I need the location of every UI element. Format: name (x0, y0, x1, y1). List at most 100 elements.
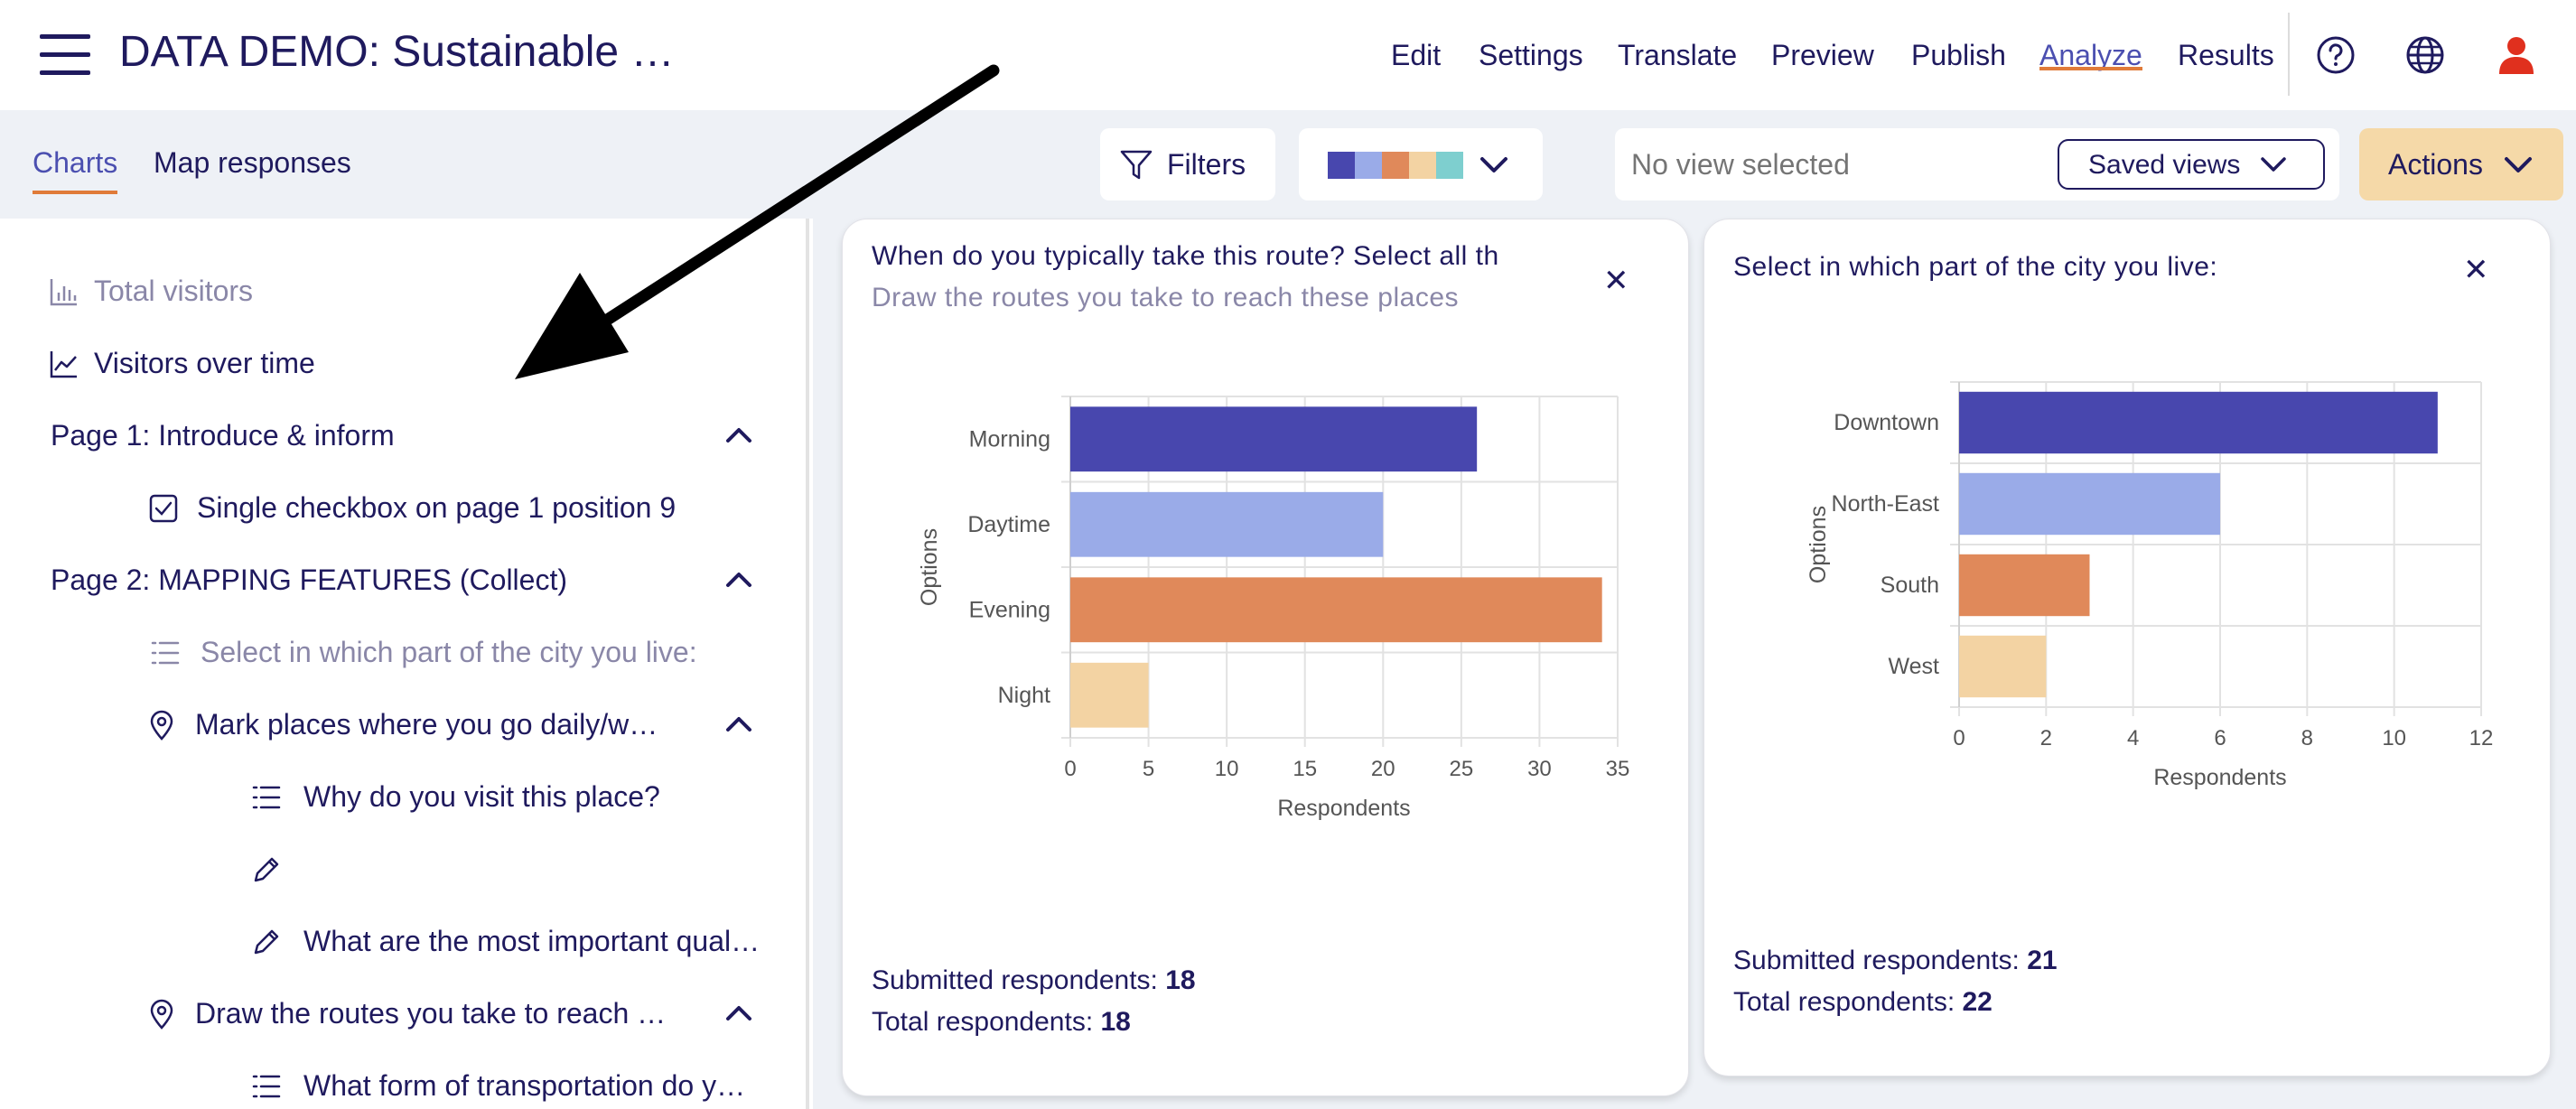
sidebar-item-draw-routes[interactable]: Draw the routes you take to reach … (195, 997, 667, 1030)
bar-chart: 0 2 4 6 8 10 12 Downtown North-East South West Resp… (1704, 337, 2552, 897)
total-value: 18 (1100, 1007, 1131, 1037)
card-title: When do you typically take this route? S… (872, 241, 1499, 271)
total-label: Total respondents: (1733, 987, 1955, 1017)
tab-map-responses[interactable]: Map responses (154, 146, 351, 179)
x-tick-label: 12 (2469, 726, 2494, 750)
saved-views-button[interactable]: Saved views (2058, 139, 2325, 190)
sidebar-page-2[interactable]: Page 2: MAPPING FEATURES (Collect) (51, 564, 567, 596)
submitted-label: Submitted respondents: (1733, 946, 2020, 975)
user-avatar-icon[interactable] (2494, 33, 2539, 78)
charts-area: When do you typically take this route? S… (515, 64, 2576, 1109)
help-icon[interactable] (2313, 33, 2358, 78)
x-axis-label: Respondents (2153, 765, 2286, 790)
x-tick-label: 5 (1143, 757, 1154, 781)
sidebar-item-single-checkbox[interactable]: Single checkbox on page 1 position 9 (197, 491, 677, 524)
bar (1959, 554, 2090, 617)
bar (1070, 406, 1478, 472)
list-icon (252, 1075, 281, 1098)
submitted-respondents: Submitted respondents: 18 (872, 965, 1196, 996)
question-sidebar: Total visitors Visitors over time Page 1… (0, 219, 809, 1109)
card-title: Select in which part of the city you liv… (1733, 252, 2218, 282)
x-axis-label: Respondents (1277, 796, 1410, 821)
list-icon (151, 641, 180, 665)
chevron-down-icon (2505, 157, 2532, 172)
nav-edit[interactable]: Edit (1391, 39, 1442, 71)
analyze-toolbar: Charts Map responses Filters Saved views… (0, 110, 2576, 219)
chevron-down-icon (2261, 157, 2286, 172)
close-card-button[interactable]: ✕ (2463, 253, 2489, 287)
chart-card: When do you typically take this route? S… (842, 219, 1689, 1096)
nav-settings[interactable]: Settings (1479, 39, 1583, 71)
view-input[interactable] (1631, 148, 2011, 182)
actions-label: Actions (2388, 148, 2483, 181)
sidebar-item-total-visitors[interactable]: Total visitors (94, 275, 254, 307)
map-pin-icon (150, 710, 173, 741)
bar-chart-icon (50, 279, 77, 306)
sidebar-item-city-part[interactable]: Select in which part of the city you liv… (201, 636, 697, 668)
sidebar-page-1[interactable]: Page 1: Introduce & inform (51, 419, 395, 452)
y-axis-label: Options (1806, 506, 1831, 583)
project-title: DATA DEMO: Sustainable … (119, 28, 675, 76)
annotation-arrow-icon (515, 64, 1000, 379)
chart-svg: 0 2 4 6 8 10 12 Downtown North-East South West Resp… (1806, 381, 2494, 790)
saved-views-label: Saved views (2088, 150, 2241, 180)
category-label: Night (998, 683, 1050, 708)
chevron-up-icon[interactable] (723, 569, 755, 591)
view-selector: Saved views (1615, 128, 2339, 200)
x-tick-label: 6 (2214, 726, 2226, 750)
nav-translate[interactable]: Translate (1618, 39, 1738, 71)
sidebar-item-important-qualities[interactable]: What are the most important qual… (303, 925, 761, 957)
chart-svg: 0 5 10 15 20 25 30 35 Morning Daytime Evening Night… (917, 396, 1630, 821)
x-tick-label: 0 (1064, 757, 1076, 781)
category-label: Morning (969, 426, 1050, 452)
pencil-icon (254, 929, 279, 955)
sidebar-item-mark-places[interactable]: Mark places where you go daily/w… (195, 708, 658, 741)
bar (1959, 391, 2438, 454)
x-tick-label: 10 (2382, 726, 2406, 750)
category-label: Downtown (1834, 410, 1939, 435)
menu-icon[interactable] (40, 34, 90, 76)
chevron-up-icon[interactable] (723, 424, 755, 446)
bar (1070, 577, 1602, 643)
x-tick-label: 20 (1371, 757, 1395, 781)
nav-results[interactable]: Results (2178, 39, 2274, 71)
total-label: Total respondents: (872, 1007, 1094, 1037)
actions-button[interactable]: Actions (2359, 128, 2563, 200)
sidebar-item-why-visit[interactable]: Why do you visit this place? (303, 780, 660, 813)
chevron-down-icon (1480, 157, 1507, 172)
x-tick-label: 10 (1215, 757, 1239, 781)
checkbox-icon (149, 494, 178, 523)
chart-card: Select in which part of the city you liv… (1703, 219, 2551, 1076)
x-tick-label: 15 (1293, 757, 1317, 781)
chevron-up-icon[interactable] (723, 713, 755, 735)
y-axis-label: Options (917, 528, 942, 606)
globe-icon[interactable] (2403, 33, 2448, 78)
category-label: North-East (1832, 491, 1940, 517)
palette-swatch (1436, 152, 1463, 179)
color-palette-selector[interactable] (1299, 128, 1543, 200)
close-card-button[interactable]: ✕ (1603, 264, 1629, 298)
nav-publish[interactable]: Publish (1911, 39, 2006, 71)
category-label: West (1889, 654, 1940, 679)
pencil-icon[interactable] (251, 854, 282, 885)
sidebar-item-visitors-over-time[interactable]: Visitors over time (94, 347, 315, 379)
x-tick-label: 0 (1953, 726, 1965, 750)
total-respondents: Total respondents: 18 (872, 1007, 1131, 1038)
palette-swatch (1409, 152, 1436, 179)
submitted-value: 18 (1165, 965, 1196, 995)
filters-label: Filters (1167, 148, 1246, 181)
x-tick-label: 30 (1527, 757, 1552, 781)
x-tick-label: 35 (1606, 757, 1630, 781)
submitted-value: 21 (2027, 946, 2058, 975)
chevron-up-icon[interactable] (723, 1002, 755, 1024)
submitted-respondents: Submitted respondents: 21 (1733, 946, 2058, 976)
category-label: Daytime (967, 512, 1050, 537)
tab-charts[interactable]: Charts (33, 146, 118, 194)
filters-button[interactable]: Filters (1100, 128, 1275, 200)
nav-preview[interactable]: Preview (1771, 39, 1874, 71)
x-tick-label: 8 (2301, 726, 2313, 750)
sidebar-item-transportation[interactable]: What form of transportation do y… (303, 1069, 746, 1102)
total-value: 22 (1962, 987, 1993, 1017)
palette-swatch (1355, 152, 1382, 179)
nav-analyze[interactable]: Analyze (2039, 0, 2142, 110)
